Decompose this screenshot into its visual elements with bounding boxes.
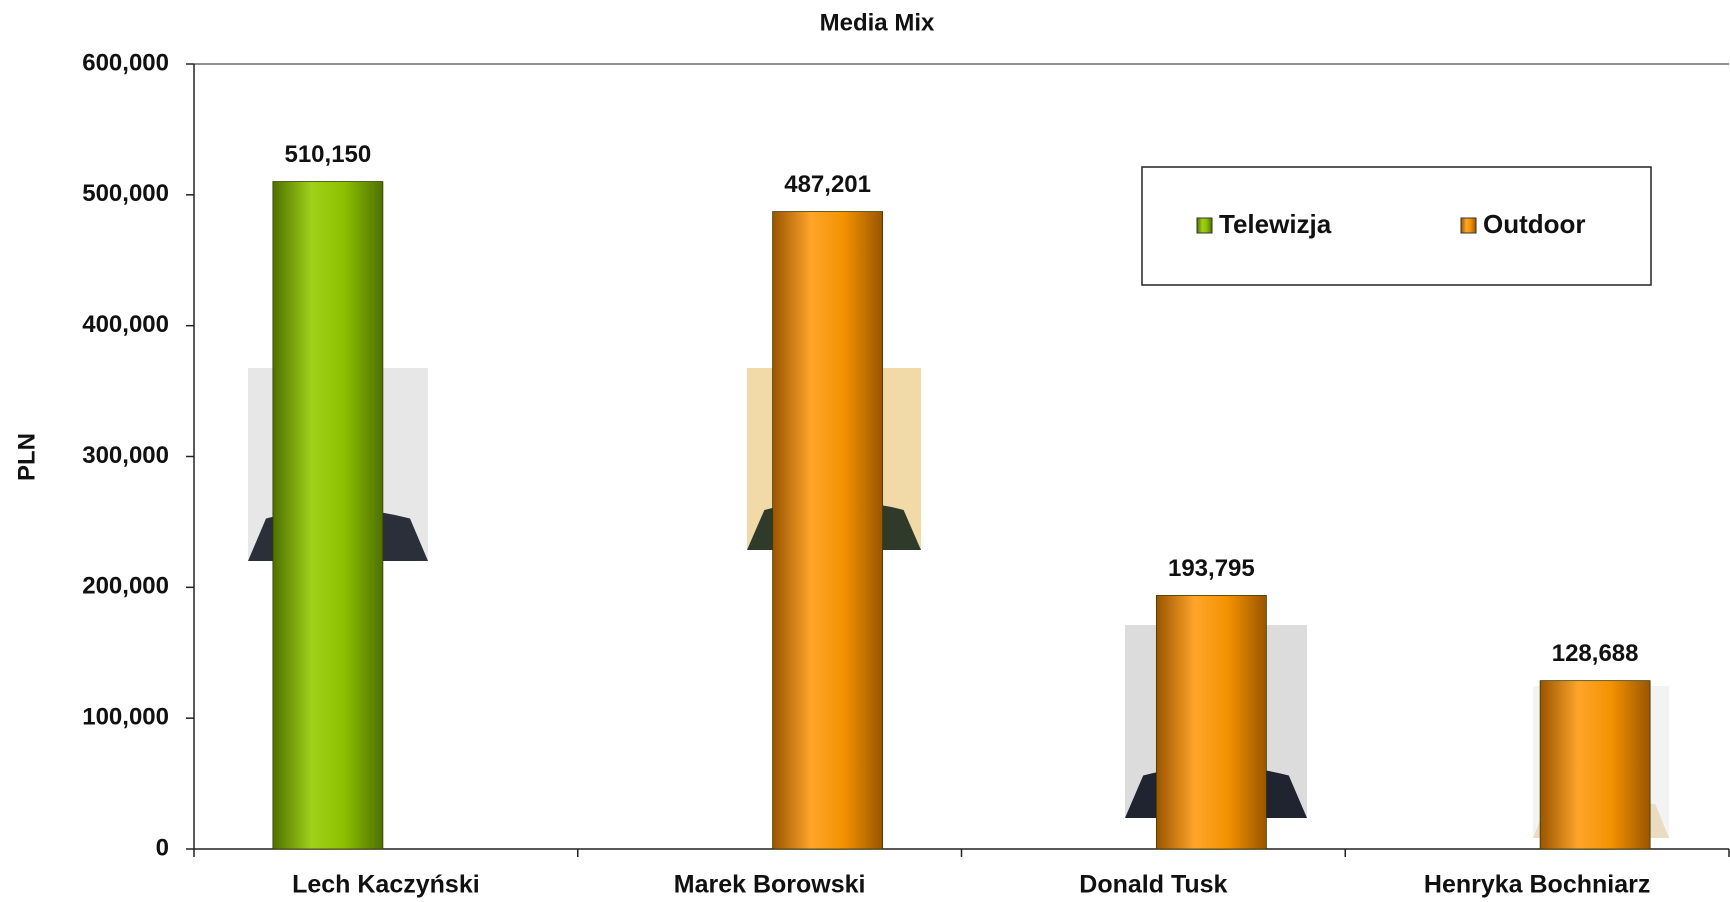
value-label: 510,150: [284, 141, 371, 168]
y-tick-label: 300,000: [82, 442, 169, 469]
legend-swatch: [1197, 218, 1212, 233]
legend-swatch: [1461, 218, 1476, 233]
y-tick-label: 600,000: [82, 49, 169, 76]
x-tick-label: Marek Borowski: [674, 871, 866, 899]
chart-title: Media Mix: [820, 9, 935, 36]
y-tick-label: 200,000: [82, 573, 169, 600]
x-tick-label: Donald Tusk: [1079, 871, 1227, 899]
value-label: 487,201: [784, 171, 871, 198]
y-tick-label: 400,000: [82, 311, 169, 338]
x-tick-label: Henryka Bochniarz: [1424, 871, 1650, 899]
page: Media Mix PLN 0 100,000 200,000 300,000 400,…: [0, 0, 1730, 902]
bar: [1540, 681, 1650, 849]
y-axis-title: PLN: [13, 433, 40, 481]
bar: [773, 212, 883, 849]
y-tick-label: 500,000: [82, 180, 169, 207]
y-tick-label: 100,000: [82, 704, 169, 731]
legend-label: Telewizja: [1219, 209, 1332, 239]
value-label: 128,688: [1552, 640, 1639, 667]
bar: [1156, 595, 1266, 849]
legend-label: Outdoor: [1483, 209, 1586, 239]
bar: [273, 182, 383, 849]
y-tick-label: 0: [156, 834, 169, 861]
value-label: 193,795: [1168, 555, 1255, 582]
chart: Media Mix PLN 0 100,000 200,000 300,000 400,…: [0, 0, 1730, 902]
x-tick-label: Lech Kaczyński: [292, 871, 480, 899]
photos: [248, 368, 1669, 838]
